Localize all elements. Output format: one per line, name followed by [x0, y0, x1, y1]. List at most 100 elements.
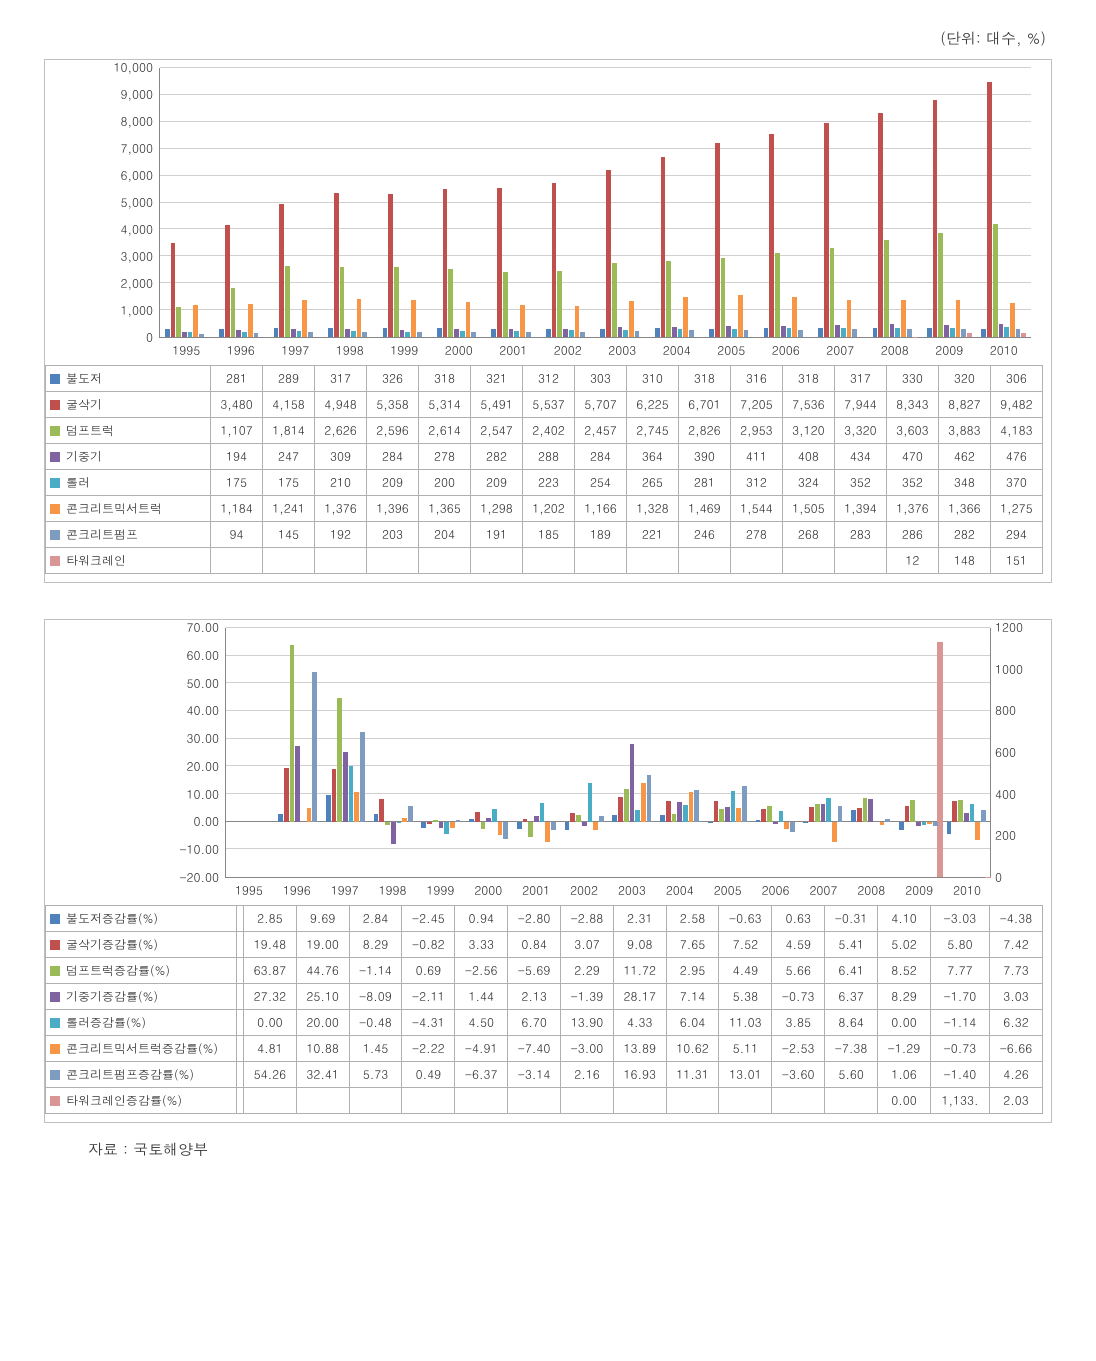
bar-crane — [781, 326, 786, 337]
cell — [349, 1088, 402, 1114]
cell: 10.88 — [296, 1036, 349, 1062]
cell — [367, 548, 419, 574]
x-label: 2005 — [704, 338, 759, 363]
cell: -3.14 — [508, 1062, 561, 1088]
bar-pump — [852, 329, 857, 337]
bar-dumptruck — [624, 628, 629, 877]
legend-swatch — [50, 1070, 60, 1080]
y-tick-left: 70.00 — [187, 622, 219, 634]
y-tick: 3,000 — [121, 251, 153, 263]
cell: 1.45 — [349, 1036, 402, 1062]
cell: 370 — [990, 470, 1042, 496]
bar-roller — [405, 332, 410, 337]
bar-bulldozer — [383, 328, 388, 337]
cell — [237, 1036, 244, 1062]
bar-roller — [922, 628, 927, 877]
x-label: 2002 — [541, 338, 596, 363]
bar-crane — [182, 332, 187, 337]
cell: 2.29 — [561, 958, 614, 984]
cell: -1.39 — [561, 984, 614, 1010]
bar-roller — [444, 628, 449, 877]
x-label: 2001 — [486, 338, 541, 363]
bar-roller — [349, 628, 354, 877]
bar-dumptruck — [242, 628, 247, 877]
bar-crane — [248, 628, 253, 877]
bar-mixertruck — [736, 628, 741, 877]
bar-towercrane — [967, 333, 972, 337]
bar-pump — [647, 628, 652, 877]
cell: 321 — [470, 366, 522, 392]
bar-mixertruck — [498, 628, 503, 877]
cell — [470, 548, 522, 574]
x-label: 2010 — [943, 878, 991, 903]
bar-crane — [868, 628, 873, 877]
cell: 1,184 — [211, 496, 263, 522]
cell: 1,107 — [211, 418, 263, 444]
bar-roller — [253, 628, 258, 877]
bar-excavator — [284, 628, 289, 877]
cell — [825, 1088, 878, 1114]
cell: 320 — [938, 366, 990, 392]
bar-pump — [742, 628, 747, 877]
bar-roller — [351, 331, 356, 337]
cell: 32.41 — [296, 1062, 349, 1088]
bar-excavator — [427, 628, 432, 877]
bar-dumptruck — [394, 267, 399, 337]
cell: 7,205 — [730, 392, 782, 418]
cell: -1.14 — [930, 1010, 989, 1036]
series-label-bulldozer: 불도저 — [46, 366, 211, 392]
cell — [782, 548, 834, 574]
bar-dumptruck — [721, 258, 726, 337]
cell: 209 — [367, 470, 419, 496]
bar-bulldozer — [219, 329, 224, 337]
cell: 2,547 — [470, 418, 522, 444]
cell: 2.03 — [989, 1088, 1042, 1114]
x-label: 2006 — [752, 878, 800, 903]
cell: 1,396 — [367, 496, 419, 522]
bar-crane — [563, 329, 568, 337]
legend-swatch — [50, 530, 60, 540]
bar-dumptruck — [290, 628, 295, 877]
cell: 282 — [938, 522, 990, 548]
series-label-towercrane: 타워크레인 — [46, 548, 211, 574]
cell: 203 — [367, 522, 419, 548]
y-tick: 8,000 — [121, 116, 153, 128]
bar-excavator — [171, 243, 176, 337]
cell — [211, 548, 263, 574]
bar-pump — [417, 332, 422, 337]
cell: 1,394 — [834, 496, 886, 522]
cell: 3,480 — [211, 392, 263, 418]
cell: 7.52 — [719, 932, 772, 958]
cell: 1,544 — [730, 496, 782, 522]
cell: 268 — [782, 522, 834, 548]
legend-swatch — [50, 400, 60, 410]
bar-bulldozer — [873, 328, 878, 337]
cell — [237, 1088, 244, 1114]
cell: -3.03 — [930, 906, 989, 932]
cell: 317 — [834, 366, 886, 392]
cell: 1,376 — [886, 496, 938, 522]
cell — [237, 1062, 244, 1088]
bar-dumptruck — [528, 628, 533, 877]
cell: 0.84 — [508, 932, 561, 958]
bar-crane — [999, 324, 1004, 337]
bar-dumptruck — [337, 628, 342, 877]
cell: 470 — [886, 444, 938, 470]
bar-pump — [199, 334, 204, 337]
x-label: 2006 — [759, 338, 814, 363]
x-label: 2009 — [895, 878, 943, 903]
cell — [237, 906, 244, 932]
bar-dumptruck — [285, 266, 290, 337]
cell: 364 — [626, 444, 678, 470]
bar-dumptruck — [767, 628, 772, 877]
cell: 191 — [470, 522, 522, 548]
chart-1-data-table: 불도저2812893173263183213123033103183163183… — [45, 365, 1043, 574]
cell: 11.72 — [613, 958, 666, 984]
bar-excavator — [857, 628, 862, 877]
bar-excavator — [661, 157, 666, 337]
x-label: 1995 — [159, 338, 214, 363]
y-tick-right: 400 — [995, 789, 1016, 801]
bar-roller — [460, 331, 465, 337]
bar-roller — [623, 330, 628, 337]
series-label-towercrane: 타워크레인증감률(%) — [46, 1088, 237, 1114]
